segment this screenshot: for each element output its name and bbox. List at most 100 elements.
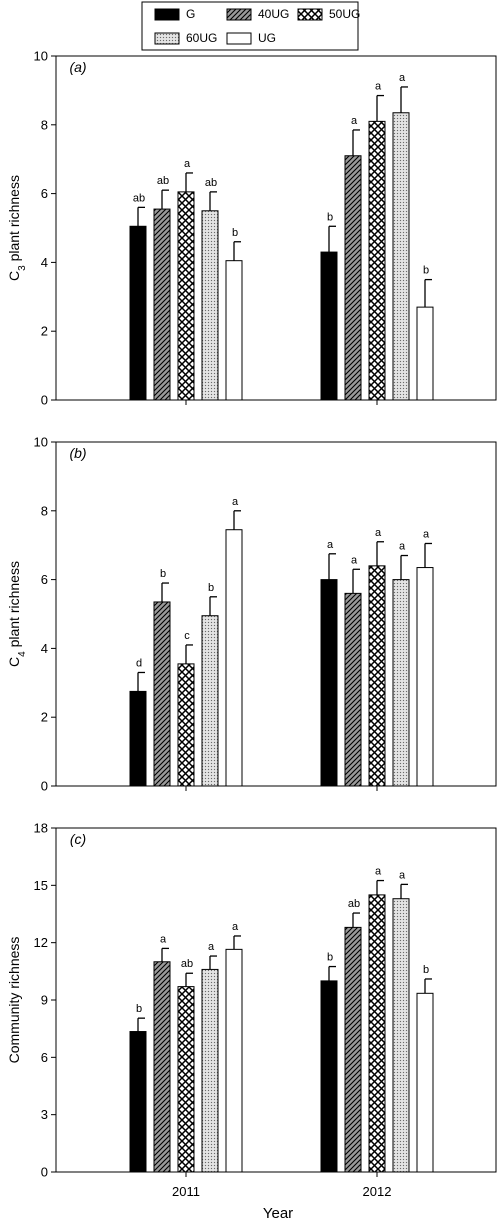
bar-60ug-2011: b xyxy=(201,582,219,787)
bar xyxy=(225,529,243,787)
bar xyxy=(153,961,171,1173)
significance-letter: ab xyxy=(157,175,169,187)
bar-50ug-2011: a xyxy=(177,158,195,401)
bar-40ug-2012: a xyxy=(344,554,362,787)
bar xyxy=(153,208,171,401)
legend-label: G xyxy=(186,7,195,21)
significance-letter: a xyxy=(375,527,382,539)
bar-60ug-2011: ab xyxy=(201,177,219,401)
y-tick-label: 18 xyxy=(34,821,48,836)
significance-letter: d xyxy=(136,657,142,669)
bar-ug-2012: a xyxy=(416,528,434,787)
significance-letter: a xyxy=(232,921,239,933)
y-tick-label: 10 xyxy=(34,49,48,64)
significance-letter: c xyxy=(184,630,190,642)
bar-ug-2011: a xyxy=(225,921,243,1173)
y-tick-label: 6 xyxy=(41,186,48,201)
bar xyxy=(225,260,243,401)
significance-letter: a xyxy=(375,866,382,878)
panel-label: (b) xyxy=(69,445,86,461)
y-tick-label: 3 xyxy=(41,1107,48,1122)
bar-g-2011: b xyxy=(129,1003,147,1173)
bar xyxy=(320,980,338,1173)
significance-letter: a xyxy=(375,81,382,93)
significance-letter: b xyxy=(423,964,429,976)
bar-ug-2011: a xyxy=(225,496,243,787)
bar xyxy=(416,306,434,401)
bar xyxy=(368,120,386,401)
legend-swatch xyxy=(154,32,180,45)
significance-letter: ab xyxy=(205,177,217,189)
bar xyxy=(344,926,362,1173)
bar-g-2012: b xyxy=(320,211,338,401)
bar-40ug-2012: ab xyxy=(344,898,362,1173)
significance-letter: ab xyxy=(133,192,145,204)
significance-letter: a xyxy=(423,528,430,540)
y-tick-label: 8 xyxy=(41,503,48,518)
bar xyxy=(392,898,410,1173)
significance-letter: b xyxy=(160,568,166,580)
bar xyxy=(177,986,195,1173)
significance-letter: a xyxy=(399,541,406,553)
legend-entry-40ug: 40UG xyxy=(226,7,289,21)
bar-ug-2011: b xyxy=(225,227,243,401)
bar xyxy=(129,1031,147,1173)
bar-ug-2012: b xyxy=(416,964,434,1173)
significance-letter: ab xyxy=(181,958,193,970)
bar-50ug-2012: a xyxy=(368,866,386,1173)
y-tick-label: 0 xyxy=(41,779,48,794)
bar xyxy=(416,992,434,1173)
bar xyxy=(392,112,410,401)
y-tick-label: 6 xyxy=(41,1050,48,1065)
bar-60ug-2012: a xyxy=(392,72,410,401)
bar-g-2011: d xyxy=(129,657,147,787)
panel-label: (a) xyxy=(69,59,86,75)
significance-letter: b xyxy=(423,265,429,277)
y-tick-label: 2 xyxy=(41,324,48,339)
significance-letter: b xyxy=(327,952,333,964)
legend-label: UG xyxy=(258,31,276,45)
bar xyxy=(129,690,147,787)
legend-label: 50UG xyxy=(329,7,360,21)
legend-label: 40UG xyxy=(258,7,289,21)
legend-entry-60ug: 60UG xyxy=(154,31,217,45)
bar xyxy=(416,567,434,787)
bar-50ug-2012: a xyxy=(368,527,386,787)
significance-letter: a xyxy=(351,554,358,566)
bar xyxy=(177,191,195,401)
significance-letter: a xyxy=(184,158,191,170)
legend-swatch xyxy=(154,8,180,21)
bar-50ug-2011: ab xyxy=(177,958,195,1173)
legend-swatch xyxy=(226,32,252,45)
y-tick-label: 2 xyxy=(41,710,48,725)
y-tick-label: 8 xyxy=(41,117,48,132)
y-tick-label: 4 xyxy=(41,641,48,656)
bar xyxy=(201,968,219,1173)
bar-60ug-2012: a xyxy=(392,541,410,787)
significance-letter: a xyxy=(351,115,358,127)
bar-60ug-2011: a xyxy=(201,941,219,1173)
bar-40ug-2011: b xyxy=(153,568,171,787)
bar xyxy=(344,592,362,787)
significance-letter: a xyxy=(232,496,239,508)
y-axis-label: C3 plant richness xyxy=(6,175,28,281)
bar xyxy=(225,948,243,1173)
bar xyxy=(153,601,171,787)
bar-40ug-2011: ab xyxy=(153,175,171,401)
significance-letter: b xyxy=(136,1003,142,1015)
y-tick-label: 12 xyxy=(34,935,48,950)
y-tick-label: 0 xyxy=(41,393,48,408)
y-tick-label: 9 xyxy=(41,993,48,1008)
x-axis-label: Year xyxy=(263,1205,293,1222)
legend: G 40UG 50UG 60UG UG xyxy=(141,1,360,51)
bar xyxy=(320,251,338,401)
y-tick-label: 10 xyxy=(34,435,48,450)
bar xyxy=(129,225,147,401)
bar-g-2012: a xyxy=(320,539,338,787)
significance-letter: b xyxy=(232,227,238,239)
plot-frame xyxy=(55,441,497,787)
legend-swatch xyxy=(297,8,323,21)
